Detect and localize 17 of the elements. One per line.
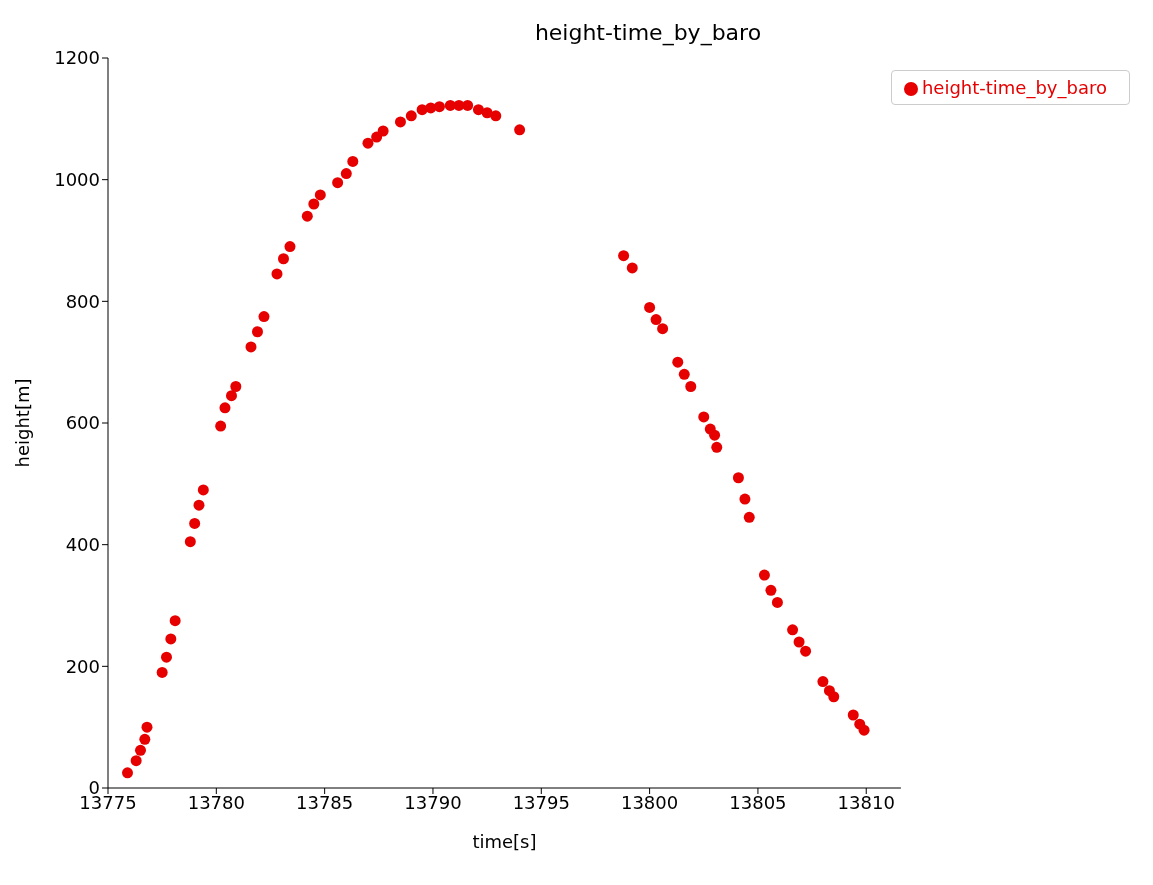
x-tick-label: 13810 xyxy=(837,791,895,813)
x-tick-label: 13800 xyxy=(620,791,679,813)
y-tick-label: 600 xyxy=(65,412,100,434)
x-tick-label: 13780 xyxy=(187,791,245,813)
x-tick-label: 13785 xyxy=(296,791,354,813)
y-tick-label: 800 xyxy=(65,290,100,312)
legend-label: height-time_by_baro xyxy=(921,77,1107,98)
x-tick-label: 13790 xyxy=(404,791,462,813)
y-tick-label: 1200 xyxy=(54,47,100,69)
x-tick-label: 13805 xyxy=(729,791,787,813)
x-tick-label: 13795 xyxy=(512,791,570,813)
y-tick-label: 400 xyxy=(65,534,100,556)
y-tick-label: 200 xyxy=(65,655,100,677)
y-axis-title: height[m] xyxy=(12,378,34,468)
y-tick-label: 1000 xyxy=(54,169,100,191)
chart-title: height-time_by_baro xyxy=(533,20,763,45)
x-axis-title: time[s] xyxy=(472,831,537,852)
